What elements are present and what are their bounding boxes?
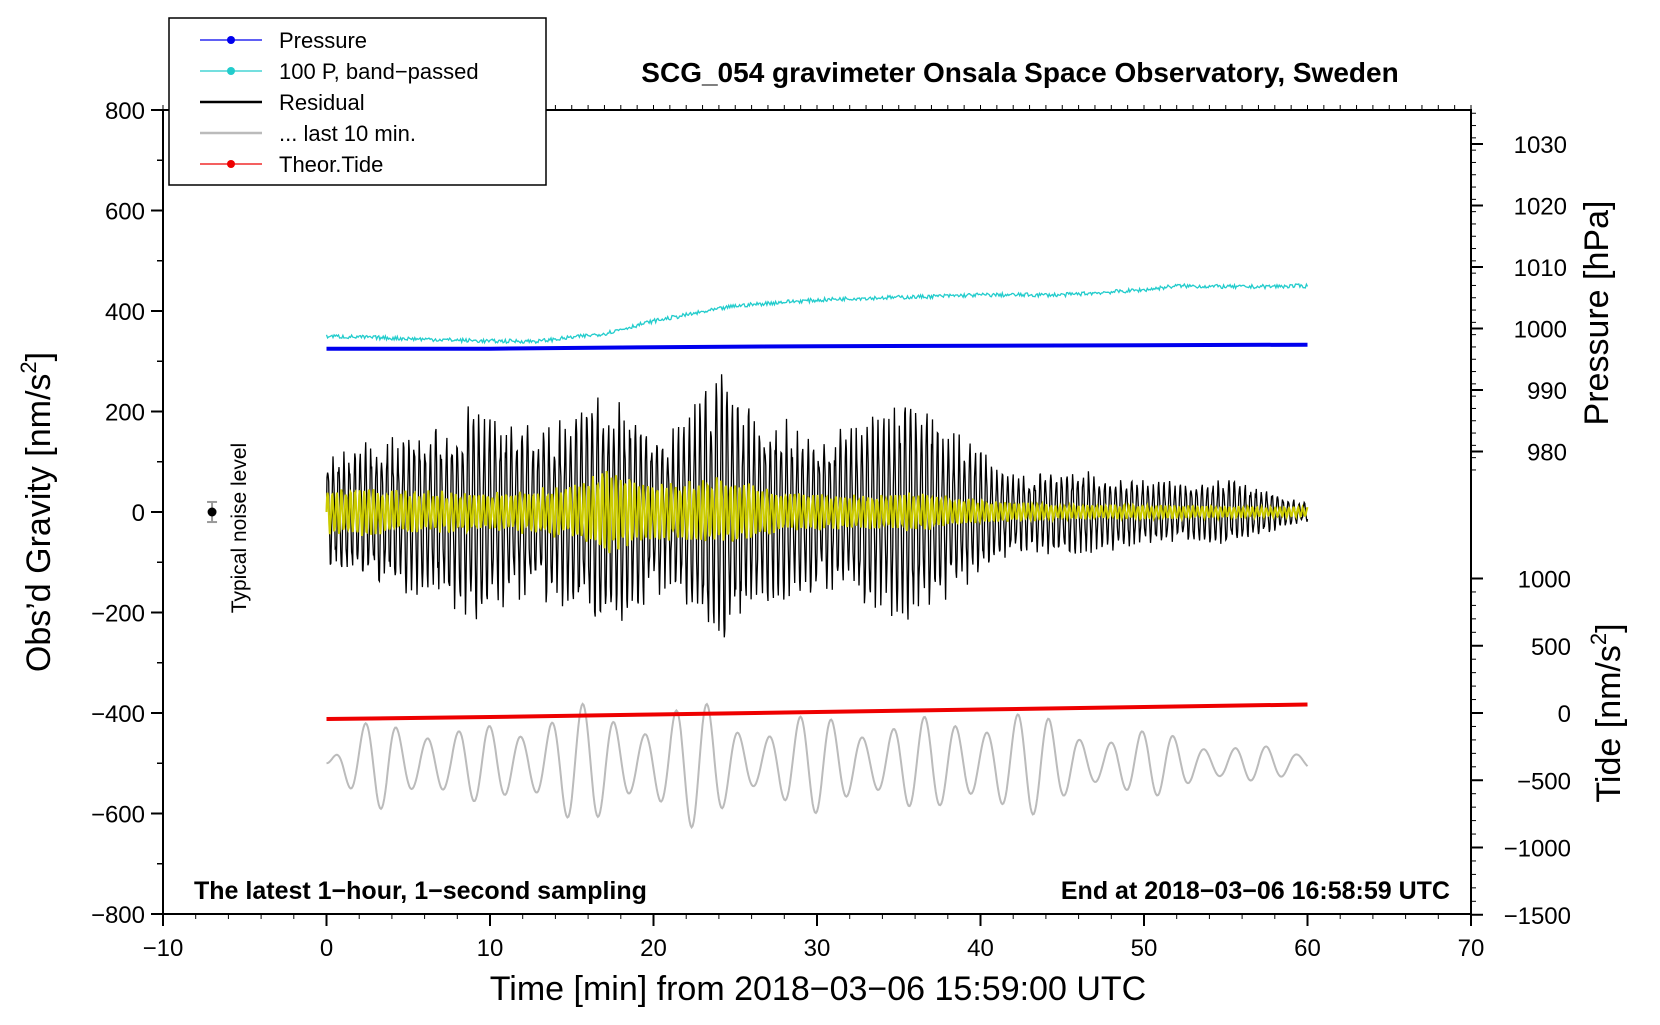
left-tick-label: −800	[91, 902, 145, 929]
legend-label-pressure: Pressure	[279, 28, 367, 53]
pressure-tick-label: 1030	[1514, 132, 1567, 159]
pressure-axis-label: Pressure [hPa]	[1578, 201, 1616, 426]
pressure-tick-label: 980	[1527, 440, 1567, 467]
tide-tick-label: −1500	[1504, 903, 1571, 930]
tide-tick-label: −500	[1517, 768, 1571, 795]
ticks-layer: −10 0 10 20 30 40 50 60 708006004002000−200−400−…	[91, 98, 1571, 962]
legend-label-residual: Residual	[279, 90, 365, 115]
left-axis-label: Obs’d Gravity [nm/s2]	[16, 352, 58, 672]
tide-tick-label: 1000	[1518, 567, 1571, 594]
left-tick-label: 800	[105, 98, 145, 125]
x-tick-label: 50	[1131, 935, 1158, 962]
pressure-tick-label: 1000	[1514, 317, 1567, 344]
left-tick-label: 0	[132, 500, 145, 527]
legend-label-theor-tide: Theor.Tide	[279, 152, 383, 177]
x-tick-label: 10	[477, 935, 504, 962]
x-tick-label: 30	[804, 935, 831, 962]
end-time-annotation: End at 2018−03−06 16:58:59 UTC	[1061, 877, 1450, 905]
series-band-passed-pressure	[325, 282, 1309, 345]
left-tick-label: 400	[105, 299, 145, 326]
tide-axis-label: Tide [nm/s2]	[1586, 623, 1628, 802]
pressure-tick-label: 990	[1527, 378, 1567, 405]
left-axis-label-sup: 2	[16, 361, 41, 373]
tide-tick-label: −1000	[1504, 836, 1571, 863]
tide-axis-label-sup: 2	[1586, 633, 1611, 645]
legend-label-last-10-min: ... last 10 min.	[279, 121, 416, 146]
left-axis-label-end: ]	[20, 352, 58, 361]
series-last-10-min	[326, 702, 1309, 830]
x-tick-label: 40	[967, 935, 994, 962]
tide-axis-label-end: ]	[1590, 623, 1628, 632]
sampling-annotation: The latest 1−hour, 1−second sampling	[194, 877, 647, 905]
noise-level-label: Typical noise level	[228, 443, 251, 613]
series-filtered-residual	[325, 470, 1309, 554]
series-theor-tide	[326, 702, 1308, 721]
left-tick-label: −600	[91, 802, 145, 829]
tide-axis-label-main: Tide [nm/s	[1590, 645, 1628, 802]
legend-marker-theor-tide	[227, 160, 235, 168]
left-tick-label: −400	[91, 701, 145, 728]
x-tick-label: 0	[320, 935, 333, 962]
x-tick-label: −10	[143, 935, 184, 962]
chart-title: SCG_054 gravimeter Onsala Space Observat…	[641, 57, 1398, 88]
x-tick-label: 70	[1458, 935, 1485, 962]
legend-marker-pressure	[227, 36, 235, 44]
left-axis-label-main: Obs’d Gravity [nm/s	[20, 374, 58, 673]
pressure-tick-label: 1020	[1514, 194, 1567, 221]
x-axis-label: Time [min] from 2018−03−06 15:59:00 UTC	[490, 970, 1146, 1008]
left-tick-label: 200	[105, 400, 145, 427]
x-tick-label: 60	[1294, 935, 1321, 962]
noise-marker-dot	[207, 507, 217, 517]
legend: Pressure 100 P, band−passed Residual ... la…	[168, 17, 547, 186]
left-tick-label: −200	[91, 601, 145, 628]
tide-tick-label: 500	[1531, 634, 1571, 661]
series-layer	[207, 282, 1309, 830]
tide-tick-label: 0	[1558, 701, 1571, 728]
legend-entries: Pressure 100 P, band−passed Residual ... la…	[200, 28, 479, 177]
series-pressure	[326, 342, 1308, 351]
pressure-tick-label: 1010	[1514, 255, 1567, 282]
left-tick-label: 600	[105, 199, 145, 226]
x-tick-label: 20	[640, 935, 667, 962]
legend-marker-100-p-band-passed	[227, 67, 235, 75]
legend-label-100-p-band-passed: 100 P, band−passed	[279, 59, 479, 84]
